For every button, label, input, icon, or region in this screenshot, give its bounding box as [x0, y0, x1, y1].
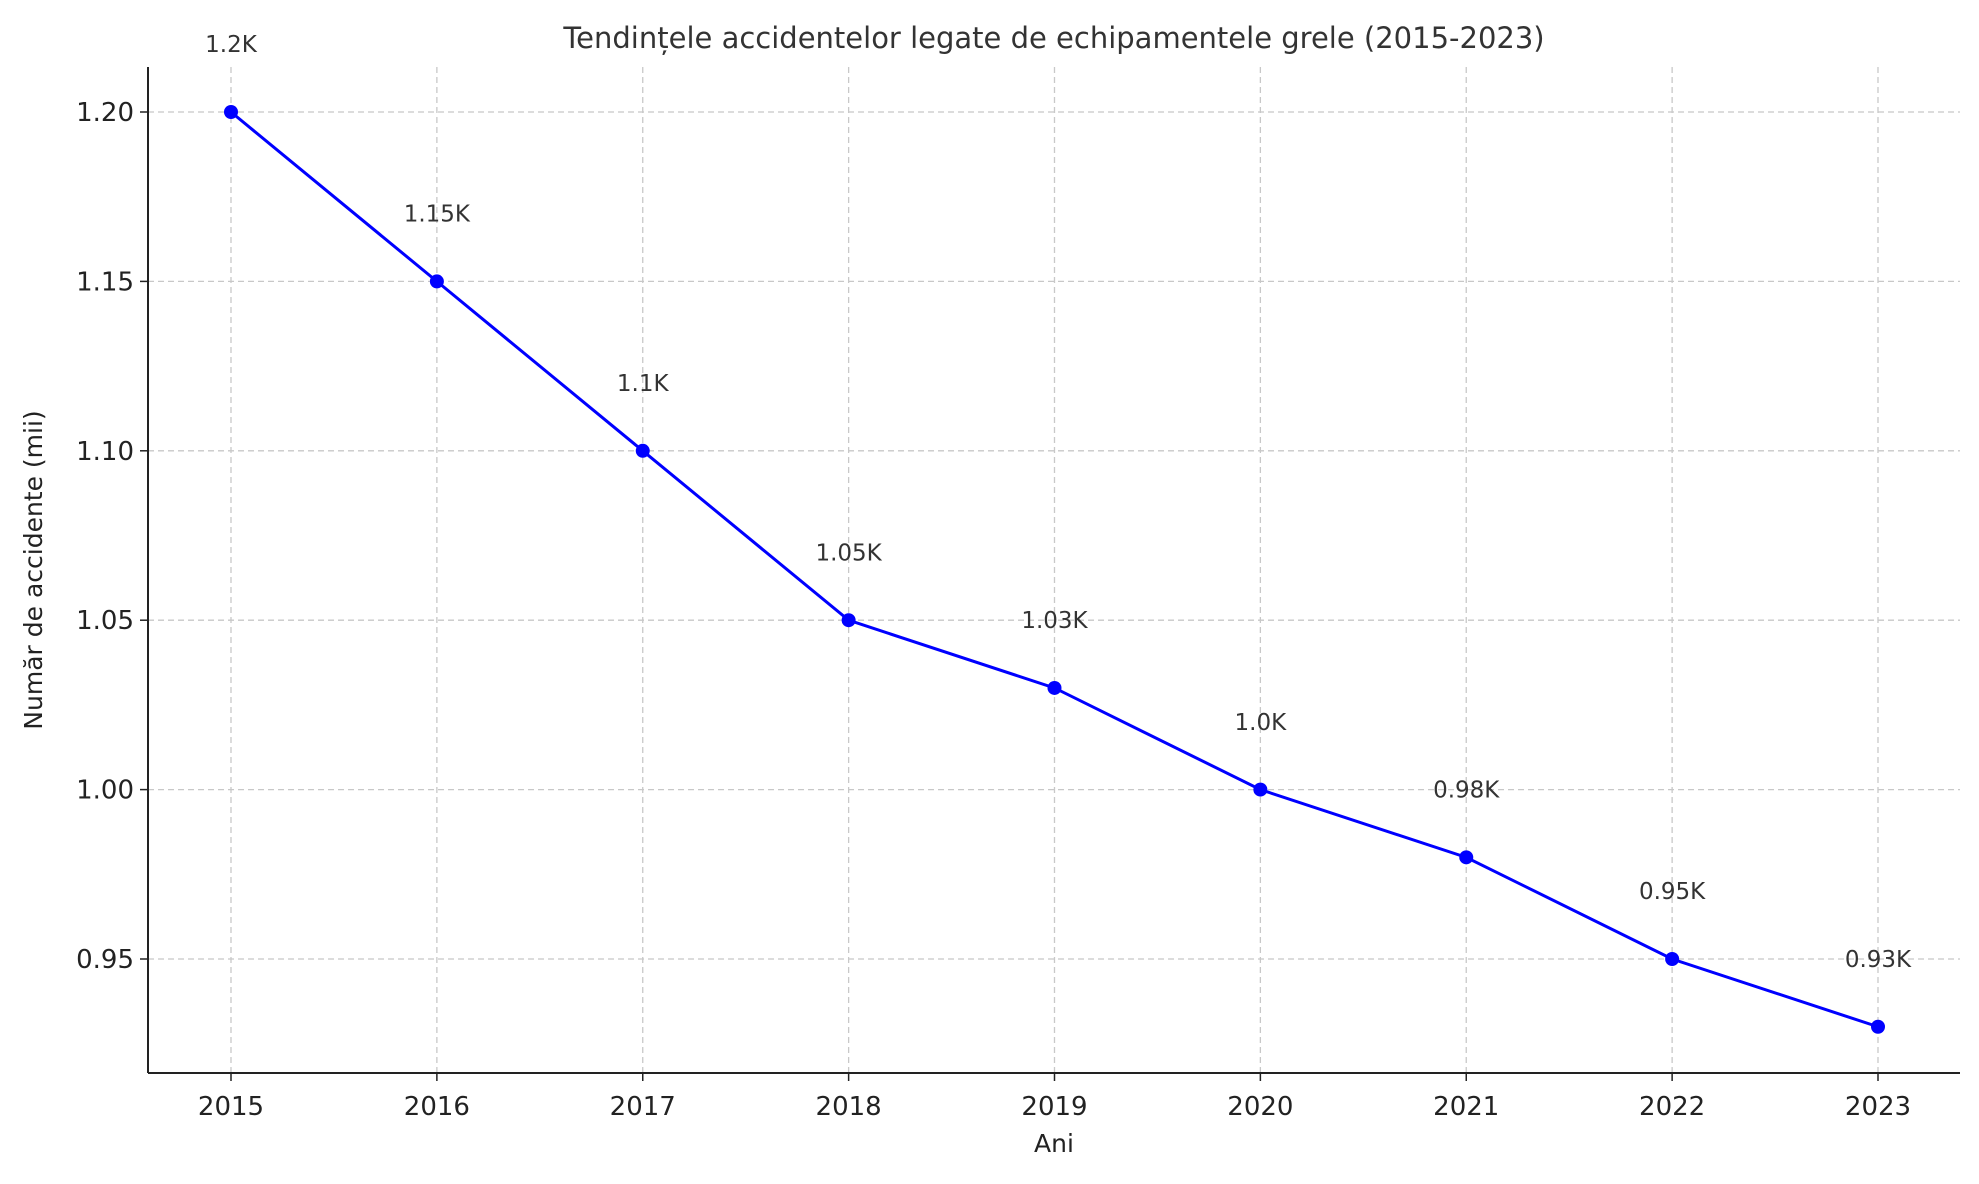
x-tick-label: 2020: [1227, 1092, 1293, 1122]
data-label: 1.2K: [205, 32, 258, 58]
x-tick-label: 2021: [1433, 1092, 1499, 1122]
data-label: 1.0K: [1235, 710, 1288, 736]
grid: [148, 67, 1960, 1073]
x-tick-label: 2022: [1639, 1092, 1705, 1122]
data-label: 1.03K: [1021, 608, 1088, 634]
y-tick-label: 1.05: [76, 606, 134, 636]
data-point: [1665, 952, 1680, 966]
chart-title: Tendințele accidentelor legate de echipa…: [562, 21, 1544, 55]
data-label: 0.93K: [1845, 947, 1912, 973]
y-tick-label: 1.00: [76, 776, 134, 806]
x-axis-label: Ani: [1034, 1129, 1074, 1158]
data-label: 1.05K: [815, 540, 882, 566]
y-tick-label: 1.10: [76, 437, 134, 467]
data-label: 0.95K: [1639, 879, 1706, 905]
data-label: 0.98K: [1433, 778, 1500, 804]
data-point: [1047, 680, 1062, 695]
y-tick-label: 0.95: [76, 945, 134, 975]
x-tick-label: 2017: [610, 1092, 676, 1122]
data-point: [635, 443, 650, 458]
axes: 0.95 1.00 1.05 1.10 1.15 1.20 2015 2016 2017 2018…: [76, 67, 1960, 1122]
x-tick-label: 2023: [1845, 1092, 1911, 1122]
data-label: 1.1K: [617, 371, 670, 397]
data-point: [841, 613, 856, 628]
data-label: 1.15K: [404, 202, 471, 228]
data-point: [1459, 850, 1474, 865]
x-tick-label: 2019: [1021, 1092, 1087, 1122]
data-point: [1253, 782, 1268, 797]
x-tick-label: 2015: [198, 1092, 264, 1122]
x-tick-label: 2018: [816, 1092, 882, 1122]
y-tick-label: 1.20: [76, 98, 134, 128]
data-point: [429, 274, 444, 289]
data-point: [1871, 1019, 1885, 1034]
x-tick-label: 2016: [404, 1092, 470, 1122]
y-tick-label: 1.15: [76, 267, 134, 297]
y-axis-label: Număr de accidente (mii): [19, 410, 48, 729]
data-point: [224, 105, 238, 119]
series-marks: 1.2K 1.15K 1.1K 1.05K 1.03K 1.0K 0.98K 0.95K 0.9…: [205, 32, 1912, 1034]
